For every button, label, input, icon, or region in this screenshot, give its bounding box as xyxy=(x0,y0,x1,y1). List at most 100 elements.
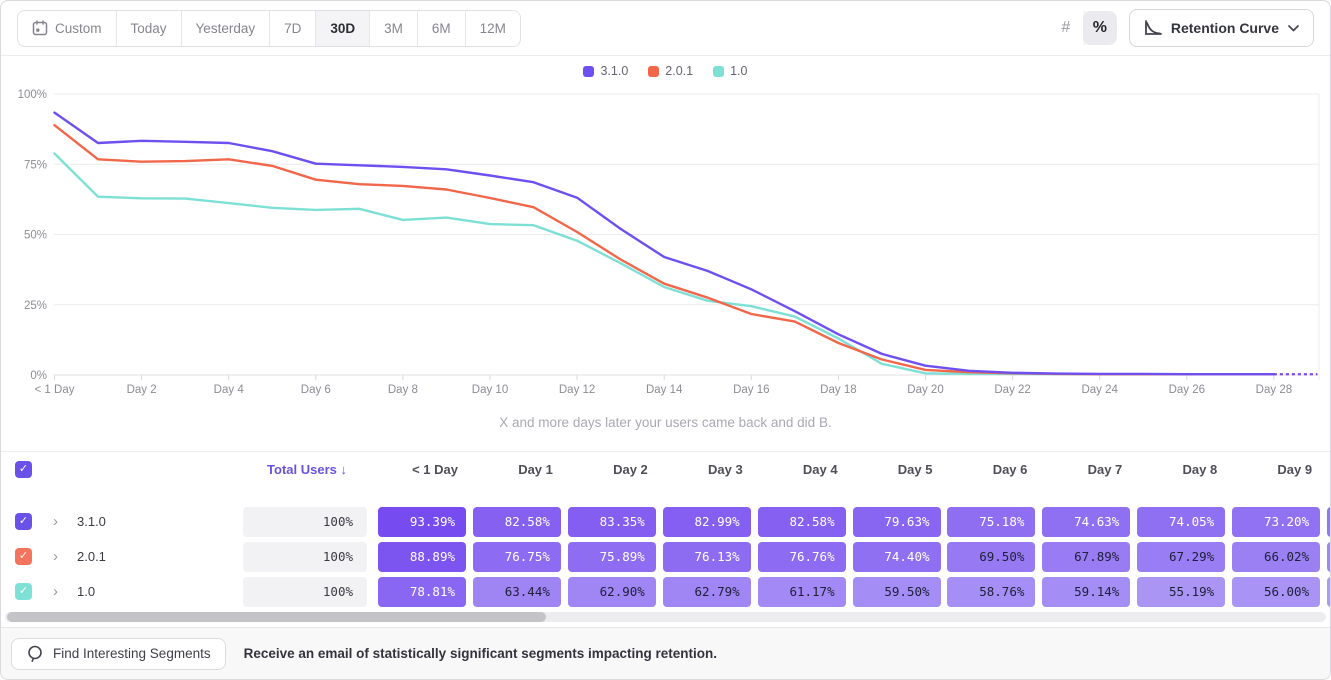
chart-subtitle: X and more days later your users came ba… xyxy=(499,415,832,430)
legend-label: 3.1.0 xyxy=(600,64,629,78)
date-range-yesterday[interactable]: Yesterday xyxy=(180,10,270,46)
y-axis-label-0%: 0% xyxy=(30,370,47,382)
date-range-12m[interactable]: 12M xyxy=(464,10,520,46)
app-version-label: 2.0.1 xyxy=(77,549,106,564)
date-range-label: Custom xyxy=(55,20,102,36)
date-range-label: 6M xyxy=(431,20,451,36)
retention-cell[interactable]: 62.79% xyxy=(662,577,751,607)
retention-cell[interactable]: 76.75% xyxy=(472,542,561,572)
total-users-cell: 100% xyxy=(243,542,367,572)
date-range-today[interactable]: Today xyxy=(115,10,181,46)
retention-cell-partial[interactable] xyxy=(1327,507,1330,537)
retention-cell[interactable]: 76.13% xyxy=(662,542,751,572)
percent-toggle[interactable]: % xyxy=(1082,11,1117,45)
retention-cell[interactable]: 83.35% xyxy=(567,507,656,537)
x-axis-label-day-10: Day 10 xyxy=(472,384,508,396)
column-header-total-users-sort[interactable]: Total Users ↓ xyxy=(267,462,347,477)
date-range-30d[interactable]: 30D xyxy=(315,10,370,46)
date-range-3m[interactable]: 3M xyxy=(369,10,417,46)
x-axis-label-day-16: Day 16 xyxy=(733,384,769,396)
retention-cell[interactable]: 78.81% xyxy=(378,577,466,607)
retention-cell-partial[interactable] xyxy=(1327,542,1330,572)
retention-cell[interactable]: 61.17% xyxy=(757,577,846,607)
chart-type-label: Retention Curve xyxy=(1170,20,1279,36)
value-format-toggle: # % xyxy=(1048,11,1117,45)
expand-chevron-icon[interactable]: › xyxy=(53,583,58,600)
horizontal-scrollbar-thumb[interactable] xyxy=(7,612,546,622)
retention-cell[interactable]: 73.20% xyxy=(1232,507,1321,537)
retention-cell[interactable]: 74.05% xyxy=(1137,507,1226,537)
retention-table: ✓ Total Users ↓ < 1 Day Day 1 Day 2 Day 3 Day … xyxy=(1,451,1330,611)
expand-chevron-icon[interactable]: › xyxy=(53,548,58,565)
footer-note: Receive an email of statistically signif… xyxy=(243,646,717,661)
retention-cell[interactable]: 67.29% xyxy=(1137,542,1226,572)
app-version-label: 3.1.0 xyxy=(77,514,106,529)
y-axis-label-25%: 25% xyxy=(24,300,47,312)
legend-swatch-2.0.1 xyxy=(648,65,660,77)
retention-line-3.1.0 xyxy=(53,111,1276,376)
legend-swatch-3.1.0 xyxy=(583,65,595,77)
column-header-day3: Day 3 xyxy=(707,462,743,477)
date-range-label: 12M xyxy=(479,20,506,36)
column-header-day9: Day 9 xyxy=(1277,462,1313,477)
retention-cell[interactable]: 74.63% xyxy=(1042,507,1131,537)
retention-cell[interactable]: 66.02% xyxy=(1232,542,1321,572)
retention-cell-partial[interactable] xyxy=(1327,577,1330,607)
date-range-6m[interactable]: 6M xyxy=(416,10,465,46)
absolute-number-toggle[interactable]: # xyxy=(1048,11,1083,45)
segments-icon xyxy=(26,645,44,663)
date-range-7d[interactable]: 7D xyxy=(269,10,316,46)
x-axis-label-day-14: Day 14 xyxy=(646,384,683,396)
date-range-label: 30D xyxy=(330,20,356,36)
retention-cell[interactable]: 79.63% xyxy=(852,507,941,537)
legend-swatch-1.0 xyxy=(713,65,725,77)
horizontal-scrollbar-track[interactable] xyxy=(5,612,1326,622)
total-users-cell: 100% xyxy=(243,577,367,607)
expand-chevron-icon[interactable]: › xyxy=(53,513,58,530)
x-axis-label-day-2: Day 2 xyxy=(127,384,157,396)
retention-cell[interactable]: 63.44% xyxy=(472,577,561,607)
app-version-label: 1.0 xyxy=(77,584,96,599)
date-range-label: Today xyxy=(130,20,167,36)
legend-label: 2.0.1 xyxy=(665,64,694,78)
column-header-day5: Day 5 xyxy=(897,462,933,477)
date-range-group: Custom Today Yesterday 7D 30D 3M 6M 12M xyxy=(17,9,521,47)
x-axis-label-day-6: Day 6 xyxy=(301,384,331,396)
retention-cell[interactable]: 55.19% xyxy=(1137,577,1226,607)
date-range-custom[interactable]: Custom xyxy=(18,10,116,46)
x-axis-label-day-18: Day 18 xyxy=(820,384,856,396)
retention-cell[interactable]: 59.14% xyxy=(1042,577,1131,607)
retention-cell[interactable]: 67.89% xyxy=(1042,542,1131,572)
find-interesting-segments-button[interactable]: Find Interesting Segments xyxy=(11,637,226,670)
column-header-day1: Day 1 xyxy=(518,462,553,477)
legend-label: 1.0 xyxy=(730,64,748,78)
retention-cell[interactable]: 82.58% xyxy=(757,507,846,537)
row-checkbox-2.0.1[interactable]: ✓ xyxy=(15,548,32,565)
retention-cell[interactable]: 56.00% xyxy=(1232,577,1321,607)
retention-cell[interactable]: 75.89% xyxy=(567,542,656,572)
retention-cell[interactable]: 58.76% xyxy=(947,577,1036,607)
retention-cell[interactable]: 62.90% xyxy=(567,577,656,607)
column-header-day8: Day 8 xyxy=(1182,462,1218,477)
legend-item-1.0: 1.0 xyxy=(713,64,748,78)
retention-cell[interactable]: 76.76% xyxy=(757,542,846,572)
date-range-label: 3M xyxy=(384,20,403,36)
select-all-checkbox[interactable]: ✓ xyxy=(15,461,32,478)
x-axis-label-day-22: Day 22 xyxy=(994,384,1030,396)
column-header-1day: < 1 Day xyxy=(412,462,458,477)
column-header-day2: Day 2 xyxy=(613,462,648,477)
retention-cell[interactable]: 82.99% xyxy=(662,507,751,537)
row-checkbox-1.0[interactable]: ✓ xyxy=(15,583,32,600)
row-checkbox-3.1.0[interactable]: ✓ xyxy=(15,513,32,530)
retention-cell[interactable]: 88.89% xyxy=(378,542,466,572)
calendar-icon xyxy=(32,20,48,36)
retention-line-1.0 xyxy=(53,152,1276,376)
retention-cell[interactable]: 75.18% xyxy=(947,507,1036,537)
retention-cell[interactable]: 59.50% xyxy=(852,577,941,607)
retention-cell[interactable]: 69.50% xyxy=(947,542,1036,572)
retention-cell[interactable]: 74.40% xyxy=(852,542,941,572)
retention-cell[interactable]: 82.58% xyxy=(472,507,561,537)
retention-cell[interactable]: 93.39% xyxy=(378,507,466,537)
chart-type-dropdown[interactable]: Retention Curve xyxy=(1128,9,1314,47)
legend-item-2.0.1: 2.0.1 xyxy=(648,64,693,78)
